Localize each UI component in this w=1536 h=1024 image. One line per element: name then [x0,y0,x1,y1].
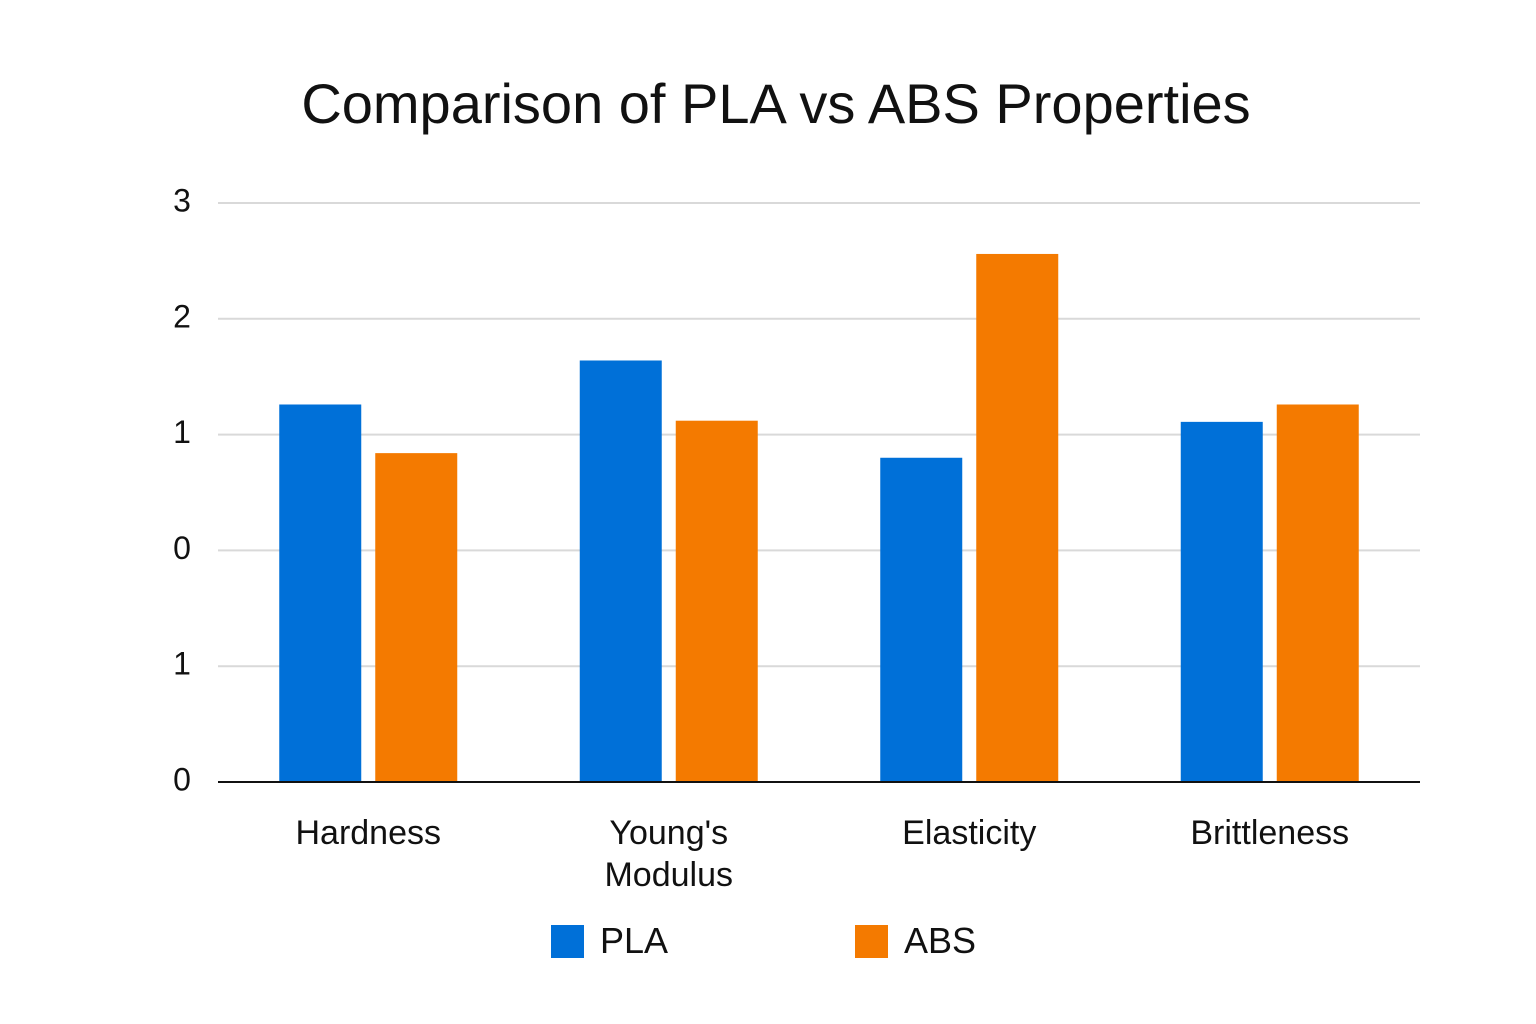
x-tick-label: Young's Modulus [604,814,733,894]
x-tick-label: Brittleness [1190,814,1350,852]
chart-title: Comparison of PLA vs ABS Properties [301,72,1250,135]
bar [880,457,963,782]
bar [279,404,362,782]
bar [1180,421,1263,782]
y-tick-label: 0 [173,761,191,797]
y-tick-label: 1 [173,414,191,450]
y-tick-label: 2 [173,298,191,334]
legend-label: ABS [904,920,977,961]
bar [1276,404,1359,782]
x-tick-label: Hardness [295,814,441,852]
legend-label: PLA [600,920,669,961]
bar [375,453,458,782]
y-tick-label: 3 [173,182,191,218]
legend-swatch [551,925,584,958]
bar [976,253,1059,782]
legend-swatch [855,925,888,958]
y-tick-label: 0 [173,530,191,566]
bar [579,360,662,782]
y-tick-label: 1 [173,646,191,682]
bar [675,420,758,782]
x-tick-label: Elasticity [902,814,1037,852]
